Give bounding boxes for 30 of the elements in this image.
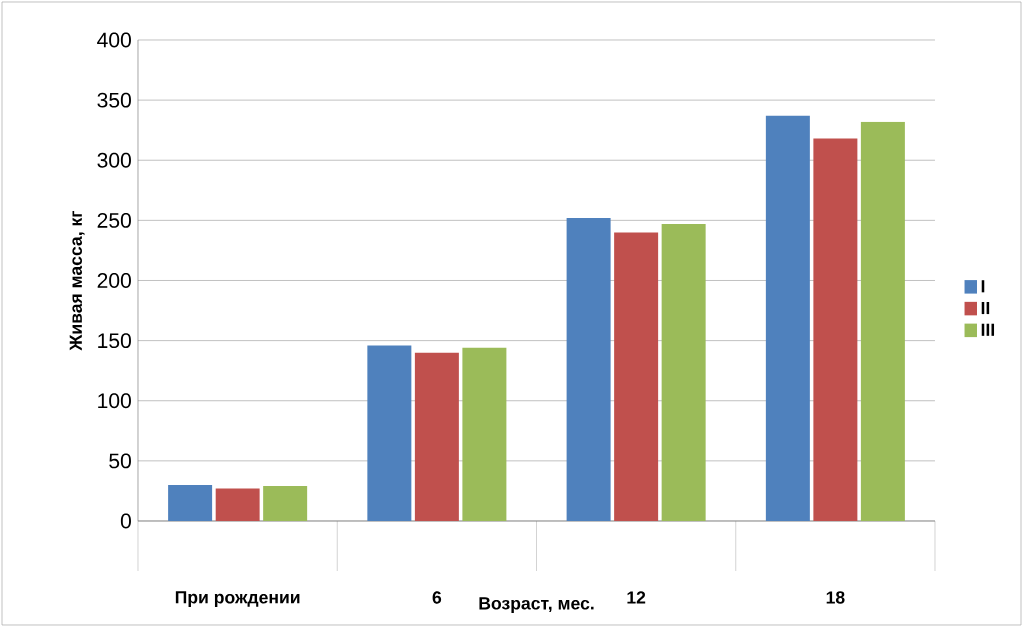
legend-label: III — [981, 323, 995, 336]
x-tick-label: 12 — [627, 591, 646, 604]
y-tick-label: 300 — [97, 152, 131, 168]
bar — [614, 232, 659, 521]
bar — [414, 352, 459, 521]
x-axis-title: Возраст, мес. — [479, 597, 594, 614]
y-tick-label: 0 — [120, 513, 131, 529]
y-tick-label: 100 — [98, 393, 131, 409]
y-tick-label: 250 — [97, 212, 131, 228]
bar — [168, 484, 213, 521]
x-tick-label: 6 — [432, 591, 442, 604]
y-tick-label: 50 — [109, 453, 131, 469]
legend-label: I — [981, 280, 985, 293]
x-tick-label: 18 — [826, 591, 845, 604]
bar — [263, 486, 308, 521]
bar — [566, 217, 611, 521]
y-tick-label: 400 — [97, 32, 131, 48]
bar — [860, 121, 905, 521]
y-tick-label: 350 — [97, 92, 131, 108]
bar — [462, 347, 507, 521]
y-axis-title: Живая масса, кг — [69, 210, 85, 351]
bar — [813, 138, 858, 521]
y-tick-label: 150 — [98, 333, 131, 349]
bar — [661, 223, 706, 521]
y-tick-label: 200 — [97, 273, 131, 288]
bar — [215, 488, 260, 521]
x-tick-label: При рождении — [175, 591, 300, 607]
legend-label: II — [981, 301, 990, 315]
bar — [367, 345, 412, 521]
bar — [765, 115, 810, 521]
